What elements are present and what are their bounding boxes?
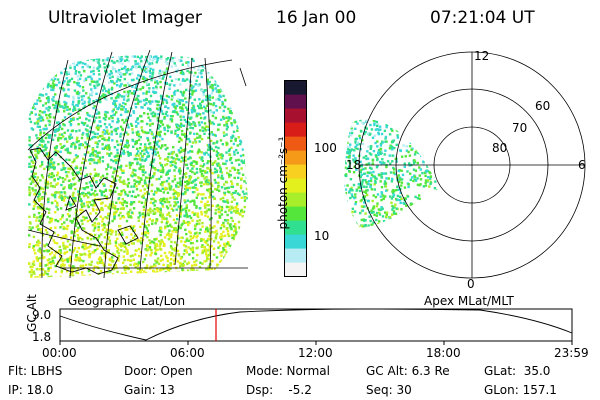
seq-info: Seq: 30: [366, 383, 412, 397]
lat-label-70: 70: [512, 121, 527, 135]
glat-info: GLat: 35.0: [484, 364, 551, 378]
ip-info: IP: 18.0: [8, 383, 54, 397]
glon-info: GLon: 157.1: [484, 383, 557, 397]
door-info: Door: Open: [124, 364, 193, 378]
instrument-title: Ultraviolet Imager: [48, 8, 202, 28]
geo-grid-lines: [27, 49, 248, 279]
coastline-outline: [29, 147, 139, 275]
colorbar-tick-10: 10: [314, 229, 330, 243]
gc-alt-info: GC Alt: 6.3 Re: [366, 364, 450, 378]
dsp-info: Dsp: -5.2: [246, 383, 312, 397]
time-tick-0000: 00:00: [42, 346, 77, 360]
time-tick-2359: 23:59: [554, 346, 589, 360]
time-tick-0600: 06:00: [170, 346, 205, 360]
lat-label-80: 80: [492, 141, 507, 155]
mode-info: Mode: Normal: [246, 364, 330, 378]
observation-date: 16 Jan 00: [276, 8, 357, 28]
time-tick-1200: 12:00: [298, 346, 333, 360]
lat-label-60: 60: [535, 99, 550, 113]
apex-caption: Apex MLat/MLT: [424, 294, 514, 308]
gain-info: Gain: 13: [124, 383, 175, 397]
mlt-label-0: 0: [467, 277, 475, 291]
mlt-label-12: 12: [474, 49, 489, 63]
observation-time: 07:21:04 UT: [430, 8, 535, 28]
mlt-label-18: 18: [346, 158, 361, 172]
geo-caption: Geographic Lat/Lon: [68, 294, 186, 308]
colorbar-tick-100: 100: [314, 141, 337, 155]
filter-info: Flt: LBHS: [8, 364, 63, 378]
altitude-curve: [59, 308, 573, 341]
altitude-max-label: 9.0: [32, 308, 52, 322]
altitude-min-label: 1.8: [32, 330, 52, 344]
time-tick-1800: 18:00: [426, 346, 461, 360]
mlt-label-6: 6: [578, 158, 586, 172]
colorbar: [284, 80, 307, 277]
